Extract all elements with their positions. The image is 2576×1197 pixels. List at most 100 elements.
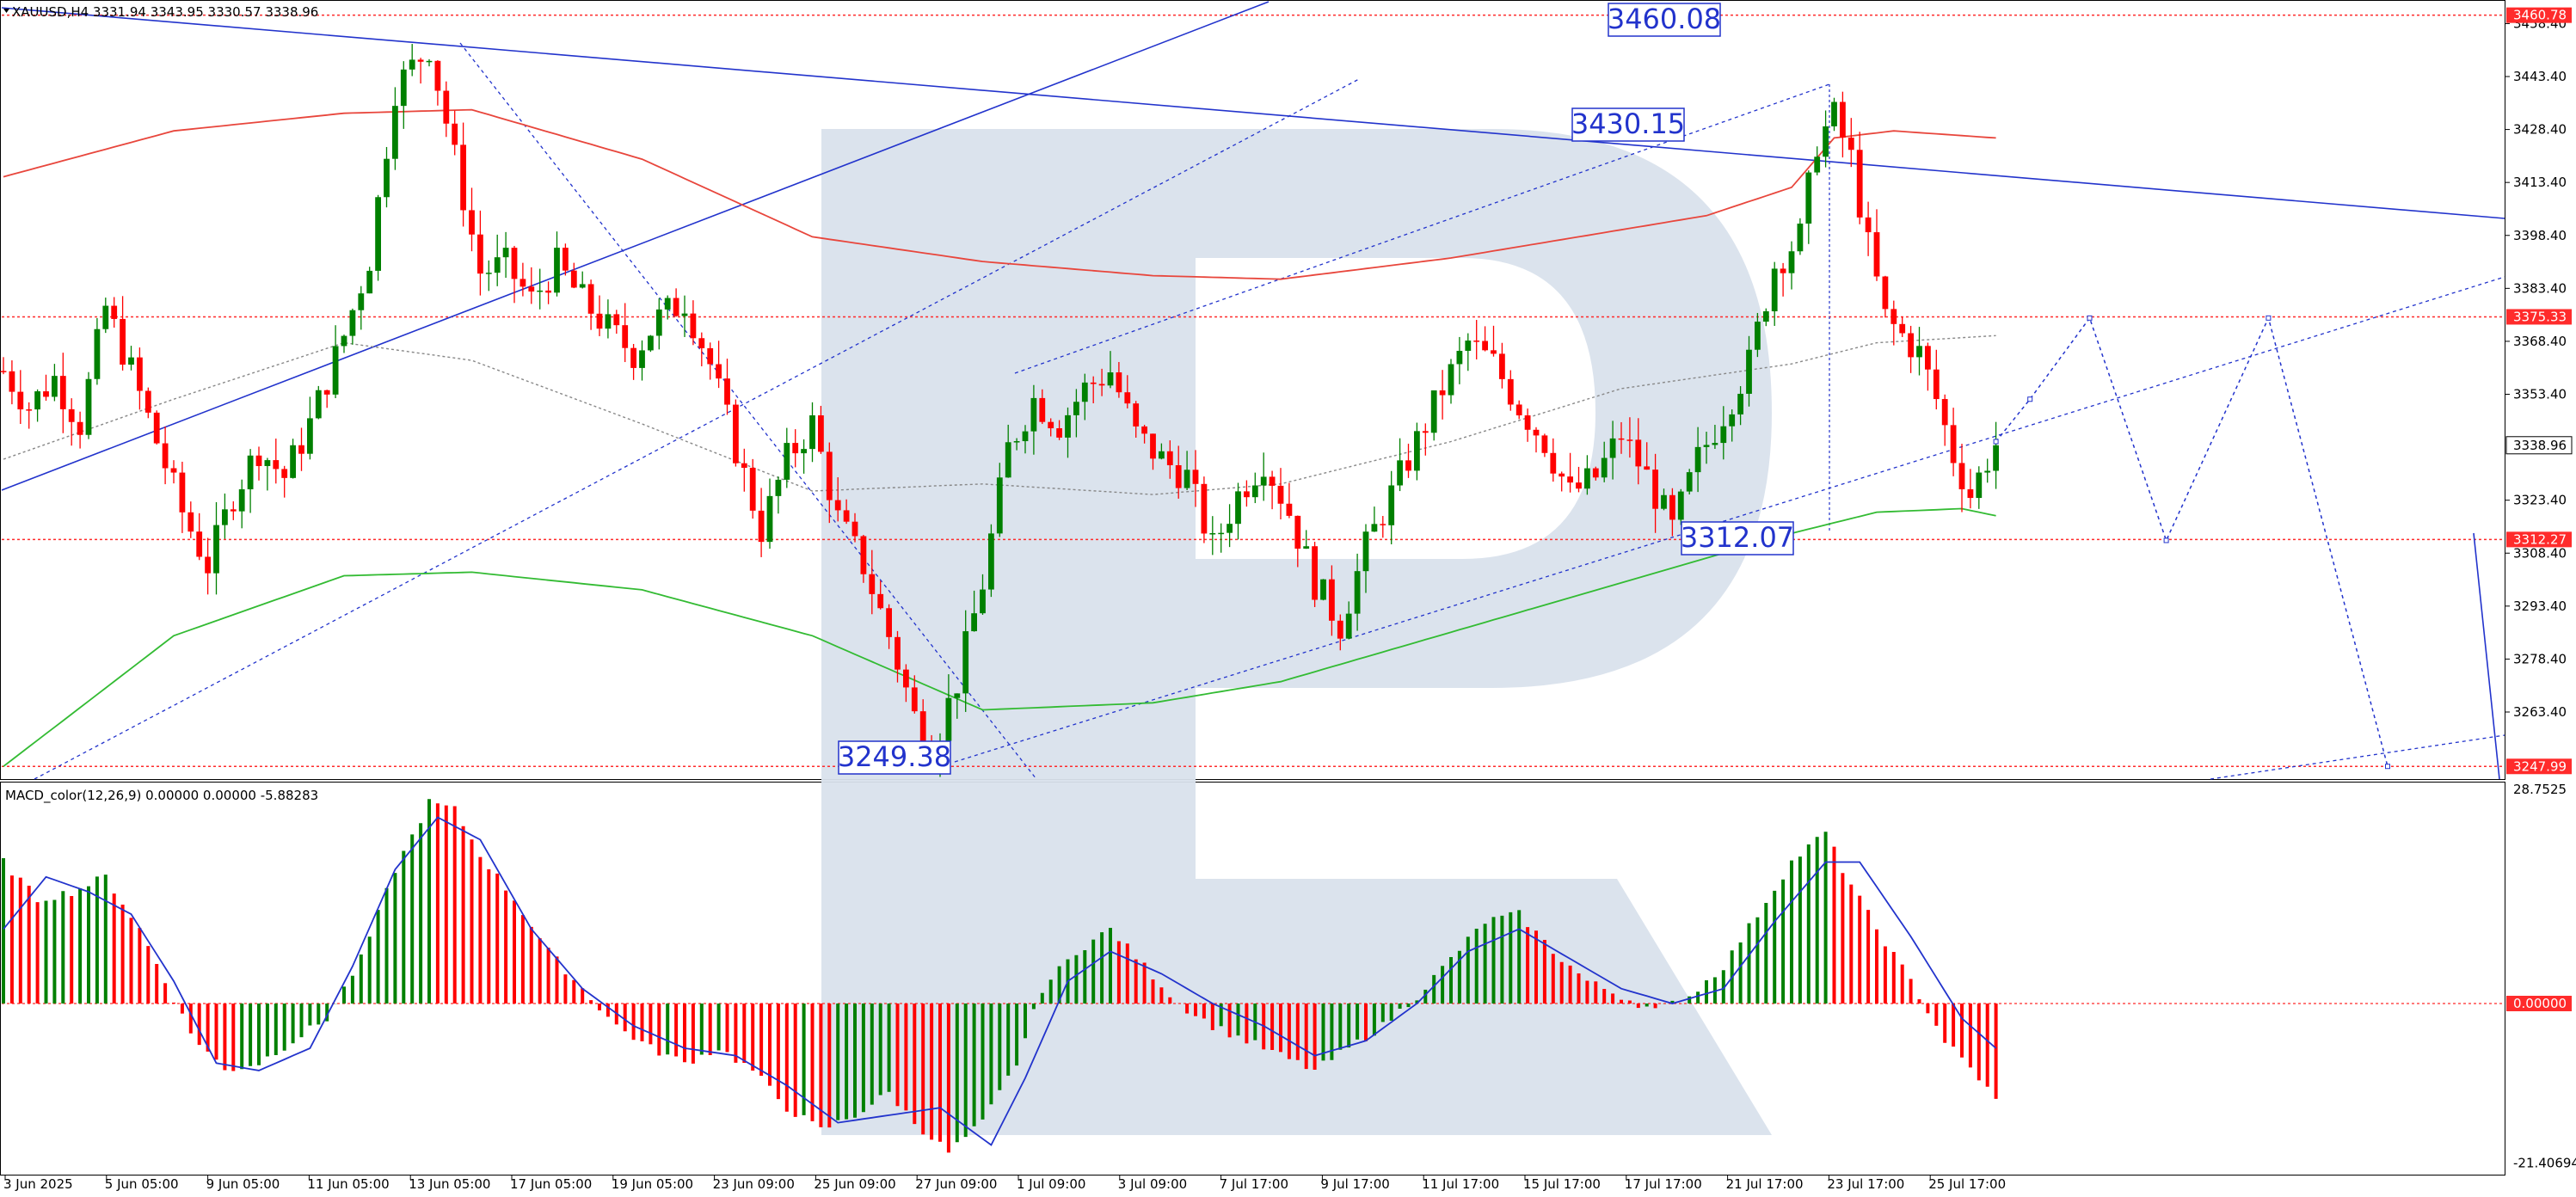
level-price-tag [2506, 7, 2572, 23]
candle-body [1141, 426, 1147, 434]
candle-body [460, 144, 466, 211]
candle-body [434, 60, 441, 91]
candle-body [1916, 346, 1922, 358]
time-axis[interactable]: 3 Jun 2025 5 Jun 05:00 9 Jun 05:00 11 Jun 0… [3, 1175, 2006, 1192]
support-trendline [1, 1, 1270, 491]
candle-body [1065, 414, 1071, 438]
price-tick-label: 3398.40 [2513, 228, 2567, 243]
candle-body [469, 210, 475, 235]
forecast-final-drop [2473, 532, 2500, 780]
candle-body [298, 445, 304, 454]
candle-body [120, 318, 126, 365]
candle-body [511, 248, 518, 279]
candle-body [1891, 309, 1897, 324]
candle-body [1584, 468, 1590, 489]
candle-body [426, 60, 433, 63]
candle-body [1124, 392, 1131, 404]
candle-body [1541, 435, 1548, 453]
candle-body [1771, 268, 1778, 312]
annotation-box [1571, 107, 1685, 142]
candle-body [1788, 251, 1795, 273]
candle-body [1644, 466, 1651, 470]
candle-body [1984, 470, 1991, 473]
time-tick-label: 17 Jul 17:00 [1625, 1176, 1702, 1192]
candle-body [34, 391, 40, 410]
level-price-text: 3247.99 [2513, 758, 2567, 774]
time-tick-label: 25 Jun 09:00 [814, 1176, 895, 1192]
candle-body [137, 357, 143, 391]
candle-body [68, 408, 75, 422]
candle-body [1473, 341, 1480, 342]
candle-body [1669, 494, 1675, 520]
price-tick-label: 3308.40 [2513, 545, 2567, 561]
candle-body [758, 510, 765, 543]
candle-body [919, 711, 926, 751]
candle-body [1244, 491, 1250, 498]
candle-body [1635, 439, 1642, 467]
candle-body [1362, 531, 1369, 572]
candle-body [749, 468, 756, 511]
level-price-text: 3375.33 [2513, 309, 2567, 324]
candle-body [1430, 390, 1437, 433]
annotation-box [838, 740, 951, 775]
candle-body [681, 313, 688, 316]
candle-body [1677, 491, 1684, 520]
candle-body [724, 378, 730, 405]
candle-body [366, 270, 373, 294]
candle-body [26, 409, 33, 411]
candle-body [733, 404, 739, 463]
price-tick-label: 3323.40 [2513, 493, 2567, 508]
candle-body [1847, 138, 1854, 150]
macd-axis[interactable]: 28.7525 0.00000 -21.40694 [2506, 782, 2576, 1170]
candle-body [630, 347, 636, 368]
candle-body [213, 525, 219, 574]
price-axis[interactable]: 3458.403443.403428.403413.403398.403383.… [2505, 7, 2573, 775]
macd-tick-label: -21.40694 [2513, 1155, 2576, 1170]
candle-body [1729, 414, 1736, 427]
candle-body [477, 234, 483, 274]
candle-body [1397, 460, 1403, 486]
candle-body [1618, 438, 1625, 440]
time-tick-label: 27 Jun 09:00 [915, 1176, 997, 1192]
candle-body [1601, 457, 1608, 478]
candle-body [648, 335, 654, 351]
candle-body [1908, 333, 1914, 358]
trend-lines [1, 1, 2505, 780]
candle-body [341, 335, 347, 347]
candle-body [443, 90, 450, 124]
candle-body [1192, 470, 1199, 484]
candle-body [1337, 620, 1343, 639]
candle-body [1899, 323, 1906, 334]
macd-plot-area[interactable] [0, 782, 2505, 1176]
candle-body [843, 510, 850, 522]
candle-body [1133, 403, 1140, 427]
candle-body [903, 669, 909, 688]
level-price-tag [2506, 758, 2572, 775]
candle-body [1218, 532, 1225, 535]
candle-body [1550, 452, 1557, 474]
candle-body [1260, 476, 1267, 486]
main-plot-area[interactable] [0, 0, 2505, 780]
candle-body [1482, 341, 1488, 351]
candle-body [698, 338, 705, 348]
annotation-box [1681, 521, 1794, 556]
price-tick-label: 3353.40 [2513, 387, 2567, 402]
time-tick-label: 11 Jun 05:00 [307, 1176, 389, 1192]
channel-line-lower [954, 276, 2505, 763]
candle-body [1941, 399, 1948, 426]
candle-body [834, 500, 841, 511]
time-tick-label: 25 Jul 17:00 [1928, 1176, 2006, 1192]
candle-body [1056, 428, 1062, 438]
time-tick-label: 21 Jul 17:00 [1726, 1176, 1804, 1192]
channel-line-bottom [2210, 734, 2505, 780]
symbol-dropdown-icon[interactable] [3, 9, 9, 13]
candle-body [273, 460, 280, 470]
candle-body [1686, 472, 1693, 492]
candle-body [1499, 353, 1505, 379]
candle-body [375, 197, 381, 271]
candle-body [1567, 476, 1573, 483]
candle-body [554, 248, 560, 293]
forecast-node [1993, 439, 1999, 445]
